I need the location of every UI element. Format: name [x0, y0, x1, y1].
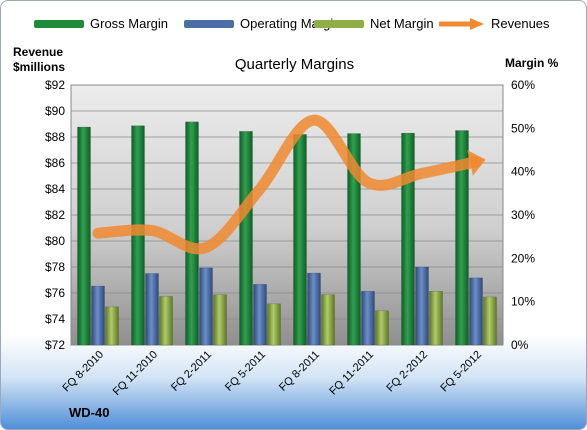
left-tick-label: $90 — [45, 104, 65, 118]
left-tick-label: $82 — [45, 208, 65, 222]
bar-operating-margin — [361, 291, 375, 346]
bar-gross-margin — [401, 132, 415, 346]
chart-title: Quarterly Margins — [234, 56, 355, 73]
legend-item-net-margin: Net Margin — [314, 16, 434, 31]
bar-net-margin — [213, 294, 227, 346]
legend: Gross Margin Operating Margin Net Margin… — [1, 16, 586, 38]
x-tick-label: FQ 8-2010 — [60, 349, 106, 395]
left-tick-label: $80 — [45, 234, 65, 248]
x-axis-ticks: FQ 8-2010 FQ 11-2010 FQ 2-2011 FQ 5-2011 FQ … — [60, 349, 484, 398]
bar-gross-margin — [239, 131, 253, 346]
right-axis-ticks: 0% 10% 20% 30% 40% 50% 60% — [511, 78, 535, 352]
right-tick-label: 30% — [511, 208, 535, 222]
bar-net-margin — [429, 291, 443, 346]
bar-net-margin — [375, 310, 389, 346]
revenue-point — [97, 232, 99, 234]
bar-operating-margin — [415, 266, 429, 346]
x-tick-label: FQ 8-2011 — [277, 349, 322, 394]
right-tick-label: 0% — [511, 338, 529, 352]
bar-operating-margin — [253, 284, 267, 346]
bar-net-margin — [267, 303, 281, 346]
left-tick-label: $88 — [45, 130, 65, 144]
bar-net-margin — [321, 294, 335, 346]
bar-operating-margin — [307, 272, 321, 346]
revenue-point — [313, 119, 315, 121]
x-tick-label: FQ 2-2011 — [169, 349, 214, 394]
right-tick-label: 40% — [511, 165, 535, 179]
left-axis-label: Revenue $millions — [13, 45, 65, 75]
bar-operating-margin — [91, 285, 105, 346]
revenue-point — [259, 188, 261, 190]
bar-operating-margin — [469, 277, 483, 346]
right-tick-label: 60% — [511, 78, 535, 92]
bar-gross-margin — [347, 133, 361, 346]
left-tick-label: $78 — [45, 260, 65, 274]
left-axis-ticks: $72 $74 $76 $78 $80 $82 $84 $86 $88 $90 $92 — [45, 78, 65, 352]
bar-operating-margin — [145, 273, 159, 346]
revenue-point — [367, 182, 369, 183]
operating-margin-swatch — [184, 19, 234, 28]
legend-label-revenues: Revenues — [491, 16, 550, 31]
left-tick-label: $76 — [45, 286, 65, 300]
left-tick-label: $72 — [45, 338, 65, 352]
revenue-point — [205, 247, 207, 248]
legend-item-gross-margin: Gross Margin — [34, 16, 168, 31]
legend-label-net-margin: Net Margin — [370, 16, 434, 31]
bar-net-margin — [159, 296, 173, 346]
revenue-point — [475, 161, 477, 163]
revenue-line-group — [92, 114, 486, 255]
left-tick-label: $84 — [45, 182, 65, 196]
x-tick-label: FQ 5-2011 — [223, 349, 268, 394]
bar-gross-margin — [77, 126, 91, 346]
revenues-arrow-icon — [439, 17, 484, 30]
bar-net-margin — [105, 306, 119, 346]
revenue-point — [421, 172, 423, 174]
bar-gross-margin — [455, 130, 469, 346]
x-tick-label: FQ 11-2010 — [111, 349, 160, 398]
revenue-point — [151, 230, 153, 232]
bar-gross-margin — [293, 134, 307, 346]
left-axis-label-line2: $millions — [13, 60, 66, 74]
right-tick-label: 10% — [511, 295, 535, 309]
revenue-arrowhead — [467, 150, 486, 176]
legend-label-gross-margin: Gross Margin — [90, 16, 169, 31]
bar-net-margin — [483, 296, 497, 346]
right-axis-label: Margin % — [505, 56, 559, 70]
revenue-line — [92, 114, 482, 255]
legend-item-revenues: Revenues — [439, 16, 550, 31]
net-margin-swatch — [314, 19, 364, 28]
x-tick-label: FQ 2-2012 — [384, 349, 430, 395]
left-axis-label-line1: Revenue — [13, 45, 64, 59]
left-tick-label: $86 — [45, 156, 65, 170]
gross-margin-swatch — [34, 19, 84, 28]
right-tick-label: 20% — [511, 251, 535, 265]
x-tick-label: FQ 11-2011 — [327, 349, 376, 398]
right-tick-label: 50% — [511, 121, 535, 135]
bar-operating-margin — [199, 267, 213, 346]
left-tick-label: $74 — [45, 312, 65, 326]
company-label: WD-40 — [69, 405, 110, 420]
bar-gross-margin — [185, 121, 199, 346]
x-tick-label: FQ 5-2012 — [438, 349, 484, 395]
left-tick-label: $92 — [45, 78, 65, 92]
